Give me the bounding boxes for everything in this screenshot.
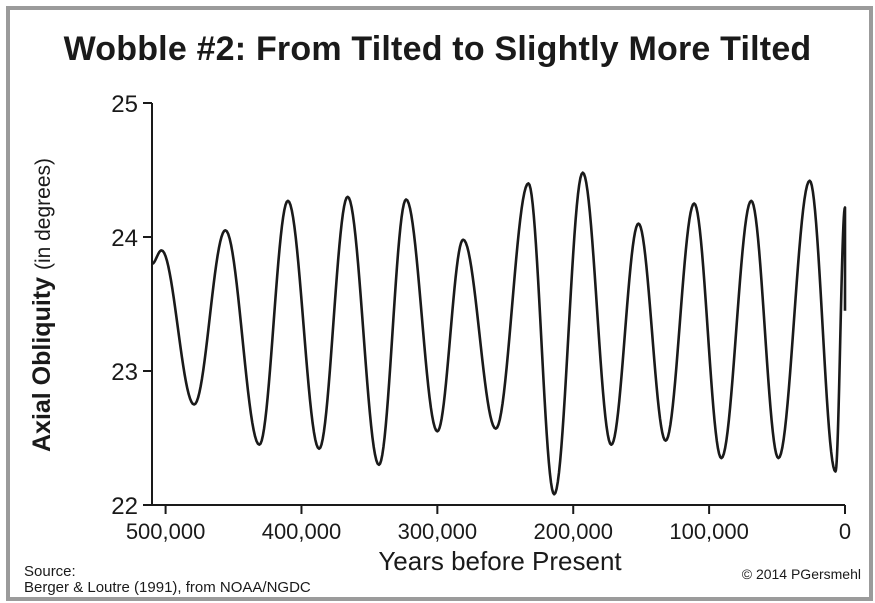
- y-axis-label-unit: (in degrees): [32, 158, 55, 270]
- series-line: [151, 171, 847, 496]
- y-tick-label: 25: [111, 91, 138, 118]
- source-citation: Berger & Loutre (1991), from NOAA/NGDC: [24, 579, 311, 596]
- y-tick-label: 22: [111, 493, 138, 520]
- x-tick-label: 100,000: [669, 519, 749, 544]
- chart-title: Wobble #2: From Tilted to Slightly More …: [63, 30, 812, 68]
- y-tick-label: 23: [111, 359, 138, 386]
- source-note: Source: Berger & Loutre (1991), from NOA…: [24, 564, 311, 596]
- x-tick-label: 300,000: [398, 519, 478, 544]
- y-tick-label: 24: [111, 225, 138, 252]
- x-tick-label: 0: [839, 519, 851, 544]
- copyright-notice: © 2014 PGersmehl: [741, 566, 861, 582]
- source-label: Source:: [24, 563, 76, 580]
- y-axis-label: Axial Obliquity (in degrees): [28, 158, 56, 452]
- x-tick-label: 200,000: [533, 519, 613, 544]
- x-tick-label: 500,000: [126, 519, 206, 544]
- x-axis-label: Years before Present: [378, 546, 622, 576]
- chart-frame: [6, 6, 873, 601]
- x-tick-label: 400,000: [262, 519, 342, 544]
- y-axis-label-bold: Axial Obliquity: [28, 270, 56, 452]
